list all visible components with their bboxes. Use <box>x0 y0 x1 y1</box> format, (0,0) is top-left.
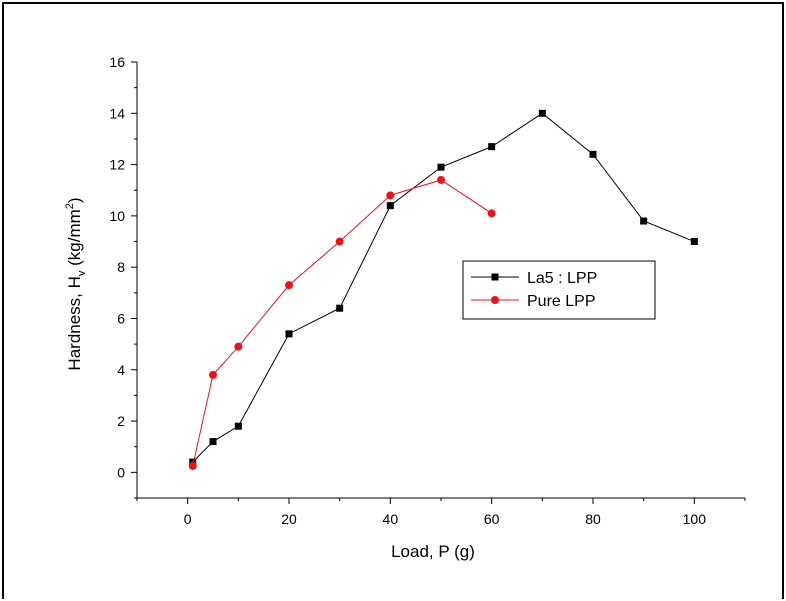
data-point <box>640 217 648 225</box>
y-tick-label: 6 <box>117 310 125 326</box>
legend: La5 : LPP Pure LPP <box>462 260 656 320</box>
y-tick-label: 0 <box>117 464 125 480</box>
data-point <box>437 163 445 171</box>
data-point <box>285 281 293 290</box>
data-point <box>335 237 344 246</box>
x-tick-label: 20 <box>281 511 297 527</box>
y-axis-label-unit-close: ) <box>65 197 84 203</box>
y-axis-label-subscript: v <box>76 270 88 276</box>
legend-box <box>462 260 656 320</box>
data-point <box>538 109 546 117</box>
data-point <box>386 202 394 210</box>
y-axis-label: Hardness, Hv (kg/mm2) <box>64 197 88 370</box>
data-point <box>209 438 217 446</box>
series-1 <box>189 109 698 466</box>
x-tick-label: 100 <box>683 511 707 527</box>
series-line <box>192 112 695 463</box>
data-point <box>234 422 242 430</box>
x-tick-label: 0 <box>184 511 192 527</box>
legend-item: La5 : LPP <box>471 270 597 287</box>
y-tick-label: 14 <box>109 105 125 121</box>
data-point <box>336 304 344 312</box>
data-point <box>234 342 243 351</box>
y-tick-label: 10 <box>109 208 125 224</box>
data-point <box>487 209 496 218</box>
data-point <box>188 461 197 470</box>
series-line <box>192 179 492 467</box>
y-tick-label: 4 <box>117 362 125 378</box>
x-tick-label: 60 <box>484 511 500 527</box>
legend-label: La5 : LPP <box>527 270 597 287</box>
y-tick-label: 16 <box>109 54 125 70</box>
y-axis-label-main: Hardness, H <box>65 276 84 370</box>
y-tick-label: 8 <box>117 259 125 275</box>
data-point <box>209 370 217 379</box>
series-2 <box>188 175 496 470</box>
data-point <box>488 143 496 151</box>
x-tick-label: 40 <box>383 511 399 527</box>
data-point <box>589 150 597 158</box>
legend-label: Pure LPP <box>527 293 595 310</box>
legend-item: Pure LPP <box>471 293 595 310</box>
x-tick-label: 80 <box>585 511 601 527</box>
x-axis-label: Load, P (g) <box>391 542 475 561</box>
y-axis-label-superscript: 2 <box>64 203 76 209</box>
legend-marker <box>491 273 499 281</box>
series-layer <box>188 109 698 470</box>
data-point <box>690 238 698 246</box>
data-point <box>285 330 293 338</box>
y-tick-label: 2 <box>117 413 125 429</box>
x-ticks: 0 20 40 60 80 100 <box>136 498 746 527</box>
data-point <box>437 175 445 184</box>
y-tick-label: 12 <box>109 157 125 173</box>
data-point <box>386 191 395 200</box>
y-ticks: 0 2 4 6 8 10 12 14 16 <box>109 54 137 499</box>
legend-marker <box>491 296 499 304</box>
y-axis-label-unit: (kg/mm <box>65 209 84 270</box>
legend-items: La5 : LPP Pure LPP <box>471 270 597 310</box>
